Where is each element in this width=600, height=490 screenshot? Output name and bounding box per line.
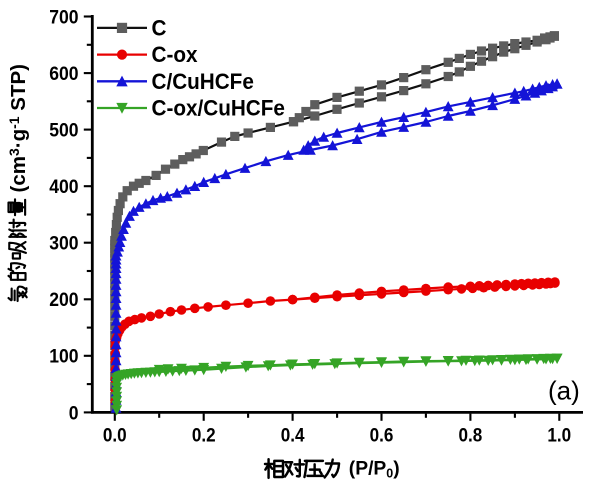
svg-text:(a): (a): [548, 376, 580, 406]
svg-text:C-ox/CuHCFe: C-ox/CuHCFe: [152, 96, 286, 121]
svg-text:0: 0: [69, 401, 79, 423]
svg-text:0.4: 0.4: [281, 424, 305, 445]
svg-text:200: 200: [49, 288, 78, 310]
svg-text:0.0: 0.0: [103, 424, 127, 445]
svg-text:100: 100: [49, 345, 78, 367]
svg-text:0.8: 0.8: [459, 424, 483, 445]
svg-text:400: 400: [49, 175, 78, 197]
svg-text:C-ox: C-ox: [152, 43, 198, 68]
svg-text:0.2: 0.2: [192, 424, 216, 445]
svg-text:C/CuHCFe: C/CuHCFe: [152, 69, 255, 94]
svg-text:1.0: 1.0: [547, 424, 571, 445]
svg-text:600: 600: [49, 62, 78, 84]
svg-text:500: 500: [49, 119, 78, 141]
svg-text:0.6: 0.6: [370, 424, 394, 445]
svg-text:700: 700: [49, 6, 78, 28]
svg-text:300: 300: [49, 232, 78, 254]
svg-text:(cm3·g-1 STP): (cm3·g-1 STP): [6, 64, 30, 192]
svg-text:C: C: [152, 16, 167, 41]
